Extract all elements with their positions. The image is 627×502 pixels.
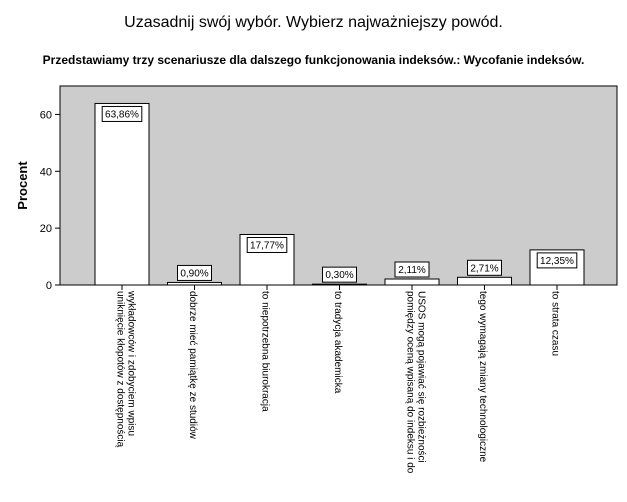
- category-label: pomiędzy oceną wpisaną do indeksu i do US…: [404, 291, 426, 474]
- category-label-line: dobrze mieć pamiątkę ze studiów: [187, 291, 198, 440]
- data-label: 63,86%: [101, 105, 143, 122]
- bar: [94, 102, 150, 286]
- data-label-box: [246, 236, 288, 253]
- data-label: 0,30%: [322, 266, 357, 283]
- category-label: uniknięcie kłopotów z dostępnością wykład…: [114, 290, 136, 448]
- category-label: tego wymagają zmiany technologiczne: [477, 291, 488, 463]
- category-label: to tradycja akademicka: [332, 291, 343, 394]
- category-label-line: uniknięcie kłopotów z dostępnością: [114, 291, 125, 448]
- data-labels: 63,86% 0,90% 17,77% 0,30% 2,11% 2,71% 12,35%: [101, 105, 578, 283]
- data-label-box: [467, 259, 502, 276]
- data-label-box: [536, 252, 578, 269]
- data-label-text: 0,90%: [180, 268, 208, 279]
- data-label-box: [322, 266, 357, 283]
- data-label: 17,77%: [246, 236, 288, 253]
- category-label-line: pomiędzy oceną wpisaną do indeksu i do: [404, 291, 415, 474]
- bar: [457, 276, 512, 286]
- category-label: to niepotrzebna biurokracja: [259, 291, 270, 412]
- chart-subtitle: Przedstawiamy trzy scenariusze dla dalsz…: [42, 53, 585, 67]
- data-label-text: 2,71%: [470, 263, 498, 274]
- data-label-box: [177, 264, 212, 281]
- category-label-line: tego wymagają zmiany technologiczne: [477, 291, 488, 463]
- y-tick-label: 0: [46, 280, 52, 292]
- data-label-text: 17,77%: [250, 240, 284, 251]
- data-label-text: 2,11%: [398, 265, 426, 276]
- data-label-text: 0,30%: [325, 270, 353, 281]
- category-labels: uniknięcie kłopotów z dostępnością wykład…: [114, 290, 560, 474]
- data-label: 2,11%: [394, 261, 430, 278]
- y-tick-label: 60: [40, 109, 52, 121]
- category-label-line: to niepotrzebna biurokracja: [259, 291, 270, 412]
- category-label-line: to tradycja akademicka: [332, 291, 343, 394]
- data-label-box: [101, 105, 143, 122]
- data-label: 12,35%: [536, 252, 578, 269]
- chart-title: Uzasadnij swój wybór. Wybierz najważniej…: [124, 14, 503, 31]
- y-tick-label: 20: [40, 223, 52, 235]
- data-label-text: 63,86%: [105, 109, 139, 120]
- category-label-line: to strata czasu: [549, 291, 560, 356]
- y-axis: 0 20 40 60: [40, 86, 61, 292]
- category-label-line: wykładowców i zdobyciem wpisu: [125, 290, 136, 436]
- bar: [384, 278, 440, 286]
- data-label-box: [394, 261, 430, 278]
- data-label-text: 12,35%: [540, 256, 574, 267]
- category-label: dobrze mieć pamiątkę ze studiów: [187, 291, 198, 440]
- y-axis-title: Procent: [15, 161, 30, 210]
- y-tick-label: 40: [40, 166, 52, 178]
- data-label: 0,90%: [177, 264, 212, 281]
- category-label-line: USOS mogą pojawiać się rozbieżności: [415, 291, 426, 463]
- plot-area: [59, 85, 618, 286]
- category-label: to strata czasu: [549, 291, 560, 356]
- data-label: 2,71%: [467, 259, 502, 276]
